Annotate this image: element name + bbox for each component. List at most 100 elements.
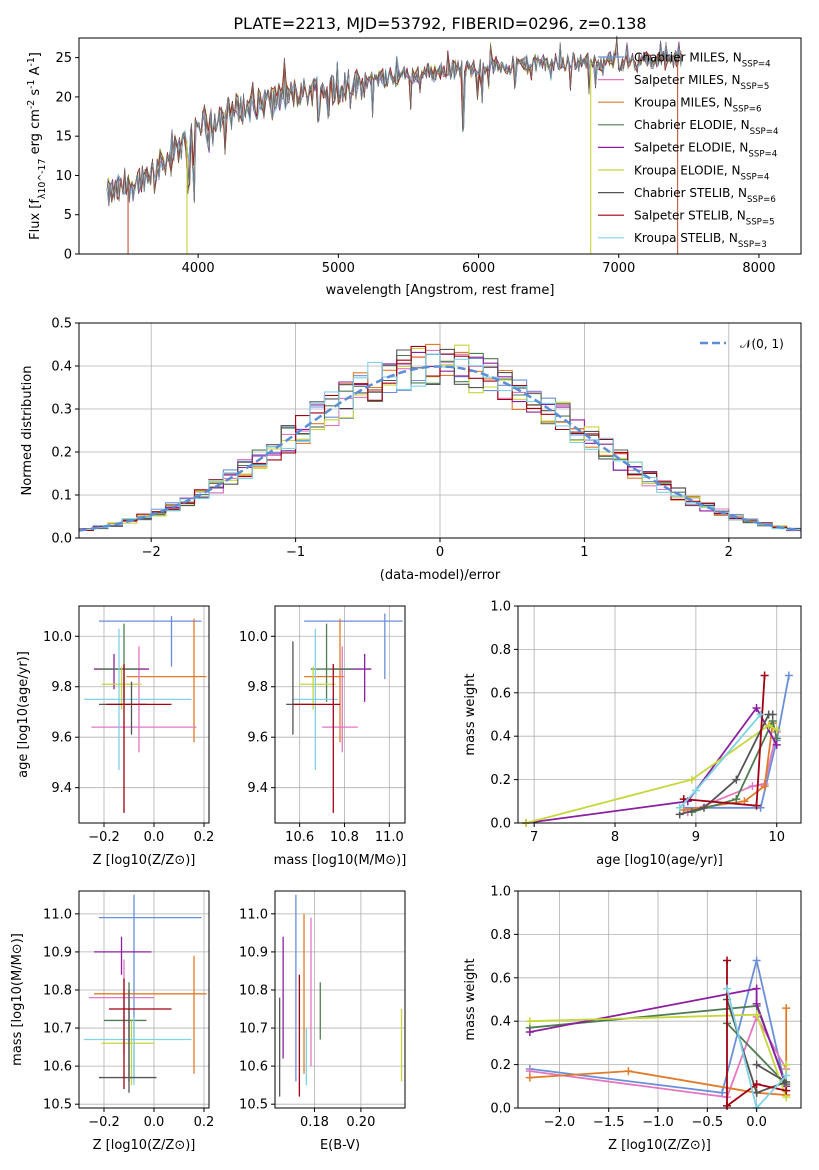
weight-point-marker bbox=[772, 725, 781, 734]
axes-frame: 0.18 0.20 10.5 10.6 10.7 10.8 10.9 11.0 E(B-V) bbox=[239, 890, 406, 1153]
weight-point-marker bbox=[752, 1088, 761, 1097]
x-axis-label: Z [log10(Z/Z⊙)] bbox=[93, 1138, 196, 1153]
y-tick-label: 10.0 bbox=[43, 630, 72, 645]
weight-series-line bbox=[525, 724, 778, 824]
x-tick-label: 8000 bbox=[742, 261, 775, 276]
legend-label: 𝒩(0, 1) bbox=[740, 337, 784, 351]
plot-area bbox=[78, 343, 802, 532]
y-tick-label: 20 bbox=[55, 90, 72, 105]
weight-series-line bbox=[525, 706, 778, 824]
weight-point-marker bbox=[752, 1080, 761, 1089]
x-tick-label: 0.2 bbox=[194, 1115, 215, 1130]
y-tick-label: 10.5 bbox=[239, 1098, 268, 1113]
x-tick-label: 6000 bbox=[462, 261, 495, 276]
x-tick-label: 0 bbox=[436, 545, 444, 560]
x-axis-label: Z [log10(Z/Z⊙)] bbox=[93, 853, 196, 868]
y-tick-label: 0.2 bbox=[51, 446, 72, 461]
weight-point-marker bbox=[525, 1073, 534, 1082]
y-tick-label: 0.1 bbox=[51, 489, 72, 504]
plot-area bbox=[525, 956, 791, 1112]
axes-border bbox=[274, 890, 406, 1109]
weight-point-marker bbox=[691, 786, 700, 795]
grid bbox=[275, 891, 405, 1108]
x-tick-label: −0.5 bbox=[692, 1115, 724, 1130]
axes-frame: −0.2 0.0 0.2 9.4 9.6 9.8 10.0 Z [log10(Z/Z⊙)] ag… bbox=[16, 605, 215, 868]
x-axis-label: mass [log10(M/M⊙)] bbox=[274, 853, 407, 868]
y-tick-label: 10.7 bbox=[239, 1022, 268, 1037]
axes-frame: 10.6 10.8 11.0 9.4 9.6 9.8 10.0 mass [log10(M/M… bbox=[239, 605, 407, 868]
plot-area bbox=[84, 616, 207, 813]
weight-point-marker bbox=[752, 1060, 761, 1069]
weight-point-marker bbox=[768, 710, 777, 719]
x-tick-label: 10.8 bbox=[330, 830, 359, 845]
y-tick-label: 9.4 bbox=[247, 781, 268, 796]
x-tick-label: −2.0 bbox=[544, 1115, 576, 1130]
weight-point-marker bbox=[718, 1088, 727, 1097]
axes-frame: −2.0 −1.5 −1.0 −0.5 0.0 0.0 0.2 0.4 0.6 0.8 1.0 Z [… bbox=[463, 885, 802, 1153]
weight-point-marker bbox=[525, 1028, 534, 1037]
plot-area bbox=[286, 613, 403, 813]
y-axis-label: age [log10(age/yr)] bbox=[16, 651, 31, 778]
grid bbox=[79, 891, 209, 1108]
x-tick-label: 10 bbox=[768, 830, 785, 845]
weight-vs-metallicity-chart: −2.0 −1.5 −1.0 −0.5 0.0 0.0 0.2 0.4 0.6 0.8 1.0 Z [… bbox=[463, 885, 802, 1153]
y-tick-label: 10.5 bbox=[43, 1098, 72, 1113]
axes-frame: −0.2 0.0 0.2 10.5 10.6 10.7 10.8 10.9 11.0 Z [log… bbox=[10, 890, 215, 1153]
y-tick-label: 9.8 bbox=[51, 680, 72, 695]
x-tick-label: 11.0 bbox=[375, 830, 404, 845]
weight-point-marker bbox=[748, 782, 757, 791]
x-tick-label: 0.2 bbox=[194, 830, 215, 845]
y-tick-label: 10.6 bbox=[239, 1060, 268, 1075]
x-tick-label: 0.20 bbox=[346, 1115, 375, 1130]
grid bbox=[79, 606, 209, 823]
axes-border bbox=[78, 605, 210, 824]
x-tick-label: −1 bbox=[286, 545, 305, 560]
spectrum-chart: 4000 5000 6000 7000 8000 0 5 10 15 20 25 wavelength… bbox=[26, 35, 802, 298]
legend-label: Kroupa ELODIE, NSSP=4 bbox=[634, 163, 769, 182]
x-tick-label: 0.0 bbox=[144, 1115, 165, 1130]
y-tick-label: 0.0 bbox=[490, 817, 511, 832]
mass-vs-extinction-chart: 0.18 0.20 10.5 10.6 10.7 10.8 10.9 11.0 E(B-V) bbox=[239, 890, 406, 1153]
plot-area bbox=[106, 35, 683, 254]
legend-label: Salpeter MILES, NSSP=5 bbox=[634, 73, 769, 92]
plot-area bbox=[522, 671, 793, 827]
x-tick-label: −2 bbox=[142, 545, 161, 560]
axes-border bbox=[517, 605, 802, 824]
age-vs-mass-chart: 10.6 10.8 11.0 9.4 9.6 9.8 10.0 mass [log10(M/M… bbox=[239, 605, 407, 868]
mass-vs-metallicity-chart: −0.2 0.0 0.2 10.5 10.6 10.7 10.8 10.9 11.0 Z [log… bbox=[10, 890, 215, 1153]
x-tick-label: 2 bbox=[725, 545, 733, 560]
weight-series-line bbox=[529, 987, 788, 1087]
x-tick-label: 7 bbox=[530, 830, 538, 845]
x-tick-label: −1.5 bbox=[593, 1115, 625, 1130]
y-tick-label: 0.6 bbox=[490, 971, 511, 986]
y-tick-label: 0.2 bbox=[490, 1058, 511, 1073]
x-axis-label: (data-model)/error bbox=[380, 568, 501, 583]
weight-point-marker bbox=[752, 956, 761, 965]
weight-point-marker bbox=[782, 1086, 791, 1095]
x-tick-label: 0.18 bbox=[300, 1115, 329, 1130]
age-vs-metallicity-chart: −0.2 0.0 0.2 9.4 9.6 9.8 10.0 Z [log10(Z/Z⊙)] ag… bbox=[16, 605, 215, 868]
plot-area bbox=[84, 894, 207, 1093]
x-tick-label: 1 bbox=[580, 545, 588, 560]
x-tick-label: 9 bbox=[692, 830, 700, 845]
spectrum-series-line bbox=[107, 38, 683, 203]
weight-point-marker bbox=[699, 803, 708, 812]
y-tick-label: 15 bbox=[55, 130, 72, 145]
axes-frame: 7 8 9 10 0.0 0.2 0.4 0.6 0.8 1.0 age [log10(age/yr… bbox=[463, 600, 802, 868]
weight-point-marker bbox=[752, 984, 761, 993]
weight-point-marker bbox=[723, 984, 732, 993]
y-axis-label: Flux [fλ10^-17 erg cm-2 s-1 A-1] bbox=[26, 52, 48, 240]
y-tick-label: 1.0 bbox=[490, 600, 511, 615]
y-tick-label: 0.8 bbox=[490, 643, 511, 658]
grid bbox=[275, 606, 405, 823]
weight-point-marker bbox=[525, 1017, 534, 1026]
weight-point-marker bbox=[752, 999, 761, 1008]
y-tick-label: 10 bbox=[55, 169, 72, 184]
y-tick-label: 9.4 bbox=[51, 781, 72, 796]
weight-point-marker bbox=[782, 1060, 791, 1069]
x-axis-label: Z [log10(Z/Z⊙)] bbox=[608, 1138, 711, 1153]
y-tick-label: 0.0 bbox=[51, 532, 72, 547]
axes-border bbox=[274, 605, 406, 824]
x-tick-label: 0.0 bbox=[746, 1115, 767, 1130]
